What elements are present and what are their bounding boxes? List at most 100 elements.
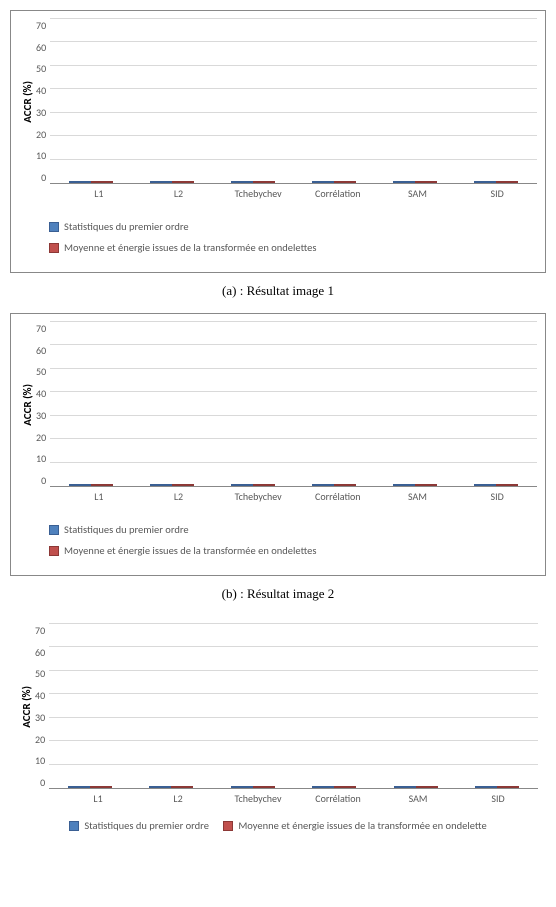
bar-s2 — [171, 786, 193, 788]
bar-group — [306, 181, 362, 183]
bar-group — [306, 786, 362, 788]
bar-s1 — [231, 181, 253, 183]
bar-group — [306, 484, 362, 486]
bar-group — [225, 484, 281, 486]
x-tick-label: L1 — [71, 187, 127, 200]
bar-s2 — [496, 484, 518, 486]
x-tick-label: L2 — [150, 792, 206, 805]
bar-group — [63, 484, 119, 486]
swatch-icon — [49, 546, 59, 556]
bar-s2 — [253, 181, 275, 183]
bar-s1 — [149, 786, 171, 788]
bar-s2 — [253, 786, 275, 788]
legend-label: Moyenne et énergie issues de la transfor… — [64, 241, 316, 254]
x-tick-label: L2 — [150, 490, 206, 503]
x-axis-c: L1L2TchebychevCorrélationSAMSID — [58, 792, 538, 805]
bar-s1 — [312, 181, 334, 183]
x-tick-label: SID — [470, 792, 526, 805]
swatch-icon — [49, 525, 59, 535]
plot-area-c: ACCR (%) 706050403020100 — [18, 624, 538, 789]
x-tick-label: SAM — [390, 792, 446, 805]
bar-s2 — [172, 484, 194, 486]
swatch-icon — [49, 243, 59, 253]
bar-s1 — [69, 181, 91, 183]
bar-s1 — [475, 786, 497, 788]
legend-label: Moyenne et énergie issues de la transfor… — [64, 544, 316, 557]
swatch-icon — [223, 821, 233, 831]
x-tick-label: Tchebychev — [230, 490, 286, 503]
bar-s2 — [497, 786, 519, 788]
x-tick-label: Corrélation — [310, 792, 366, 805]
caption-b: (b) : Résultat image 2 — [10, 586, 546, 602]
legend-label: Statistiques du premier ordre — [64, 523, 189, 536]
bar-group — [62, 786, 118, 788]
plot-area-a: ACCR (%) 706050403020100 — [19, 19, 537, 184]
x-tick-label: Corrélation — [310, 490, 366, 503]
y-axis-label: ACCR (%) — [19, 81, 36, 123]
bar-group — [387, 181, 443, 183]
bar-group — [388, 786, 444, 788]
bar-s2 — [334, 181, 356, 183]
chart-a: ACCR (%) 706050403020100 L1L2TchebychevC… — [10, 10, 546, 273]
bar-group — [469, 786, 525, 788]
bar-s2 — [334, 484, 356, 486]
bar-group — [387, 484, 443, 486]
x-tick-label: L1 — [70, 792, 126, 805]
bar-s1 — [393, 484, 415, 486]
bar-s1 — [312, 484, 334, 486]
legend-item-s2: Moyenne et énergie issues de la transfor… — [49, 544, 537, 557]
bar-s1 — [394, 786, 416, 788]
x-tick-label: SAM — [389, 187, 445, 200]
y-axis-ticks: 706050403020100 — [35, 624, 49, 789]
bar-s2 — [253, 484, 275, 486]
bar-s1 — [150, 484, 172, 486]
bar-group — [144, 484, 200, 486]
bar-s2 — [91, 484, 113, 486]
chart-c: ACCR (%) 706050403020100 L1L2TchebychevC… — [10, 616, 546, 844]
caption-a: (a) : Résultat image 1 — [10, 283, 546, 299]
bar-s1 — [69, 484, 91, 486]
y-axis-label: ACCR (%) — [18, 686, 35, 728]
legend-label: Moyenne et énergie issues de la transfor… — [238, 819, 486, 832]
x-tick-label: Tchebychev — [230, 187, 286, 200]
bar-s2 — [416, 786, 438, 788]
bar-s2 — [91, 181, 113, 183]
x-tick-label: SID — [469, 187, 525, 200]
bar-s1 — [231, 786, 253, 788]
x-tick-label: L2 — [150, 187, 206, 200]
bar-s1 — [474, 181, 496, 183]
swatch-icon — [69, 821, 79, 831]
bar-s2 — [496, 181, 518, 183]
x-axis-b: L1L2TchebychevCorrélationSAMSID — [59, 490, 537, 503]
bar-s2 — [172, 181, 194, 183]
legend-item-s2: Moyenne et énergie issues de la transfor… — [223, 819, 486, 832]
bar-group — [144, 181, 200, 183]
bar-group — [225, 181, 281, 183]
x-axis-a: L1L2TchebychevCorrélationSAMSID — [59, 187, 537, 200]
plot-c — [49, 624, 538, 789]
bar-s1 — [150, 181, 172, 183]
legend-label: Statistiques du premier ordre — [64, 220, 189, 233]
swatch-icon — [49, 222, 59, 232]
y-axis-ticks: 706050403020100 — [36, 19, 50, 184]
legend-item-s1: Statistiques du premier ordre — [69, 819, 209, 832]
bar-group — [143, 786, 199, 788]
bar-group — [468, 181, 524, 183]
bar-s2 — [415, 181, 437, 183]
plot-area-b: ACCR (%) 706050403020100 — [19, 322, 537, 487]
bar-s1 — [393, 181, 415, 183]
legend-label: Statistiques du premier ordre — [84, 819, 209, 832]
x-tick-label: SAM — [389, 490, 445, 503]
plot-a — [50, 19, 537, 184]
bar-group — [225, 786, 281, 788]
x-tick-label: SID — [469, 490, 525, 503]
bar-s2 — [90, 786, 112, 788]
legend-item-s1: Statistiques du premier ordre — [49, 220, 537, 233]
bar-s1 — [231, 484, 253, 486]
legend-item-s2: Moyenne et énergie issues de la transfor… — [49, 241, 537, 254]
plot-b — [50, 322, 537, 487]
bar-s1 — [68, 786, 90, 788]
bar-group — [468, 484, 524, 486]
bar-group — [63, 181, 119, 183]
y-axis-label: ACCR (%) — [19, 384, 36, 426]
